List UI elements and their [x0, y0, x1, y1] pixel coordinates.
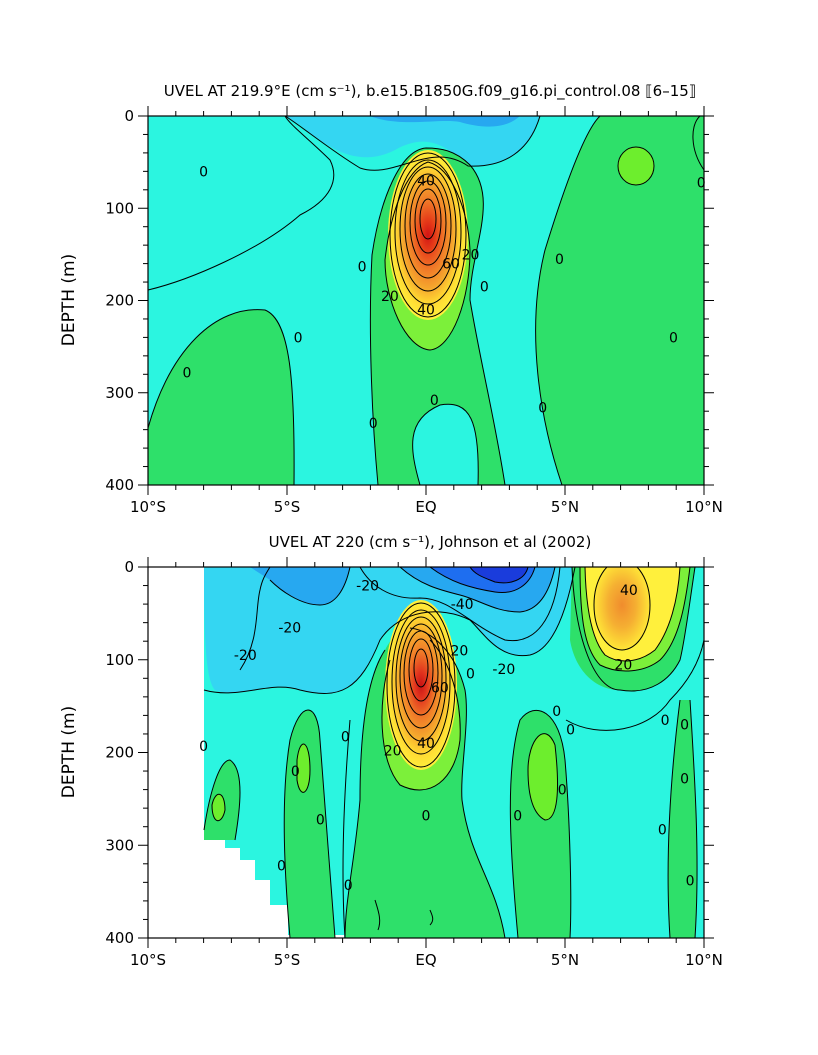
panel2-contour-label: -20: [234, 648, 257, 664]
panel1-title: UVEL AT 219.9°E (cm s⁻¹), b.e15.B1850G.f…: [164, 82, 696, 101]
panel2-contour-label: 60: [431, 681, 449, 697]
panel2-ytick-label: 0: [124, 558, 134, 576]
panel2-ytick-label: 400: [105, 929, 134, 947]
panel2-band-far-east: [668, 700, 698, 938]
panel2-contour-label: 0: [199, 739, 208, 755]
panel2-band-necc-core: [594, 567, 650, 650]
panel1-ytick-label: 400: [105, 476, 134, 494]
panel2-contour-label: 0: [661, 713, 670, 729]
panel2-band-westward-2: [250, 567, 350, 605]
panel1-band-westward: [285, 116, 540, 167]
panel1-contour-lines: [148, 116, 704, 485]
panel2-contour-fill: [203, 567, 704, 938]
panel2-contour-label: 0: [558, 783, 567, 799]
panel2-xtick-label: 10°N: [685, 951, 723, 969]
panel2-contour-label: 0: [680, 718, 689, 734]
panel1-contour-label: 0: [358, 259, 367, 275]
panel1-xtick-label: EQ: [415, 498, 436, 516]
panel2-xtick-label: 5°N: [551, 951, 579, 969]
panel2-contour-label: 0: [686, 873, 695, 889]
panel1-band-westward-deep: [370, 116, 520, 127]
panel2-contour-label: 0: [513, 809, 522, 825]
panel1-ytick-label: 200: [105, 292, 134, 310]
panel2-band-westward-5: [470, 567, 528, 583]
panel2-contour-label: 0: [422, 809, 431, 825]
panel2-contour-label: 0: [341, 730, 350, 746]
panel2-contour-label: 20: [384, 744, 402, 760]
panel2-xtick-label: 5°S: [274, 951, 301, 969]
panel1-contour-label: 0: [538, 401, 547, 417]
panel1-contour-label: 40: [417, 303, 435, 319]
panel1-contour-label: 0: [182, 365, 191, 381]
panel2-title: UVEL AT 220 (cm s⁻¹), Johnson et al (200…: [269, 533, 592, 551]
panel2-xtick-label: 10°S: [130, 951, 166, 969]
panel2-xtick-label: EQ: [415, 951, 436, 969]
panel1-contour-label: 0: [697, 175, 706, 191]
panel2-band-5s-light: [297, 743, 310, 793]
panel2-ylabel: DEPTH (m): [59, 706, 79, 798]
panel1-xtick-label: 10°S: [130, 498, 166, 516]
panel2-contour-label: 0: [466, 667, 475, 683]
panel1-contour-fill: [148, 116, 704, 485]
panel2-contour-label: 0: [316, 812, 325, 828]
panel2-contour-label: -20: [492, 662, 515, 678]
panel1-band-southwest: [148, 309, 295, 485]
panel2-contour-label: 0: [552, 704, 561, 720]
panel2-contour-label: 20: [450, 643, 468, 659]
panel2-contour-label: 0: [566, 722, 575, 738]
panel1-contour-label: 0: [294, 330, 303, 346]
panel2-contour-lines: [203, 567, 704, 938]
panel2-ytick-label: 300: [105, 836, 134, 854]
panel1-contour-label: 0: [199, 164, 208, 180]
panel1-xtick-label: 5°S: [274, 498, 301, 516]
panel2-contour-label: -20: [356, 579, 379, 595]
panel2-contour-label: 20: [614, 657, 632, 673]
panel1-contour-label: 0: [369, 416, 378, 432]
panel1-contour-label: 0: [430, 393, 439, 409]
panel1-contour-label: 0: [669, 330, 678, 346]
panel2-contour-label: -40: [451, 597, 474, 613]
panel1-band-east: [535, 116, 704, 485]
panel2-contour-label: -20: [278, 620, 301, 636]
panel2-contour-label: 0: [291, 764, 300, 780]
panel1-ytick-label: 100: [105, 199, 134, 217]
panel1-core: [388, 150, 468, 320]
panel1-ytick-label: 0: [124, 107, 134, 125]
panel1-xtick-label: 10°N: [685, 498, 723, 516]
panel2-ytick-label: 100: [105, 651, 134, 669]
panel1-contour-label: 0: [555, 252, 564, 268]
panel2-band-8s-light: [212, 794, 225, 821]
panel1-xtick-label: 5°N: [551, 498, 579, 516]
panel2-contour-label: 40: [620, 583, 638, 599]
panel2-band-4n-light: [528, 733, 558, 820]
panel1-ylabel: DEPTH (m): [59, 254, 79, 346]
panel2-contour-label: 40: [417, 736, 435, 752]
panel1-band-patch: [618, 147, 654, 185]
panel1-contour-label: 40: [417, 174, 435, 190]
panel2-contour-label: 0: [680, 771, 689, 787]
panel2-ytick-label: 200: [105, 744, 134, 762]
panel1-contour-label: 20: [462, 247, 480, 263]
panel1-contour-label: 60: [442, 257, 460, 273]
panel1-contour-label: 0: [480, 280, 489, 296]
panel2-contour-label: 0: [344, 878, 353, 894]
panel1-ytick-label: 300: [105, 384, 134, 402]
panel2-contour-label: 0: [277, 859, 286, 875]
panel1-contour-label: 20: [381, 289, 399, 305]
panel2-contour-label: 0: [658, 822, 667, 838]
